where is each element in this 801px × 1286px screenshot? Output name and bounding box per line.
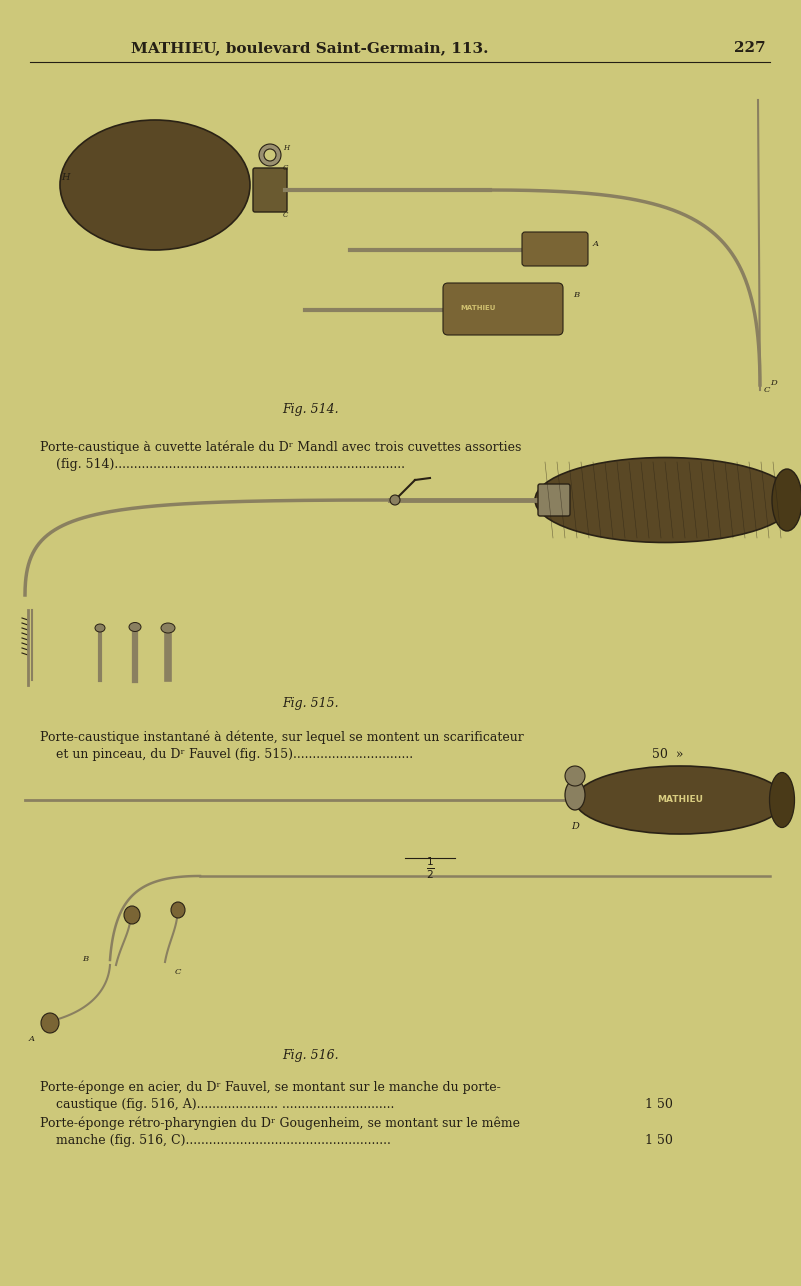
Text: manche (fig. 516, C).....................................................: manche (fig. 516, C)....................… [40, 1134, 391, 1147]
Text: C: C [283, 211, 288, 219]
Ellipse shape [124, 907, 140, 925]
FancyBboxPatch shape [253, 168, 287, 212]
Ellipse shape [535, 458, 795, 543]
Text: 227: 227 [735, 41, 766, 55]
FancyBboxPatch shape [443, 283, 563, 334]
Text: B: B [573, 291, 579, 300]
Text: MATHIEU: MATHIEU [460, 305, 495, 311]
Ellipse shape [259, 144, 281, 166]
Ellipse shape [565, 781, 585, 810]
Ellipse shape [770, 773, 795, 827]
Ellipse shape [171, 901, 185, 918]
Text: G: G [283, 165, 288, 172]
Text: D: D [770, 379, 777, 387]
Text: A: A [29, 1035, 35, 1043]
Text: caustique (fig. 516, A)..................... .............................: caustique (fig. 516, A).................… [40, 1098, 394, 1111]
Text: 25  »: 25 » [652, 458, 683, 471]
Text: $\frac{1}{2}$: $\frac{1}{2}$ [425, 855, 434, 881]
Text: Porte-éponge en acier, du Dʳ Fauvel, se montant sur le manche du porte-: Porte-éponge en acier, du Dʳ Fauvel, se … [40, 1080, 501, 1093]
Text: H: H [283, 144, 289, 152]
Ellipse shape [60, 120, 250, 249]
Ellipse shape [575, 766, 785, 835]
Text: C: C [764, 386, 771, 394]
Text: 1 50: 1 50 [645, 1098, 673, 1111]
FancyBboxPatch shape [538, 484, 570, 516]
Text: Fig. 515.: Fig. 515. [282, 697, 338, 710]
Ellipse shape [264, 149, 276, 161]
Text: MATHIEU: MATHIEU [657, 796, 703, 805]
FancyBboxPatch shape [522, 231, 588, 266]
Text: C: C [175, 968, 181, 976]
Text: Porte-caustique instantané à détente, sur lequel se montent un scarificateur: Porte-caustique instantané à détente, su… [40, 730, 524, 743]
Text: (fig. 514)......................................................................: (fig. 514)..............................… [40, 458, 405, 471]
Text: H: H [61, 174, 69, 183]
Text: Fig. 514.: Fig. 514. [282, 404, 338, 417]
Text: D: D [571, 822, 579, 831]
Circle shape [390, 495, 400, 505]
Ellipse shape [129, 622, 141, 631]
Text: A: A [593, 240, 599, 248]
Text: et un pinceau, du Dʳ Fauvel (fig. 515)...............................: et un pinceau, du Dʳ Fauvel (fig. 515)..… [40, 748, 413, 761]
Text: MATHIEU, boulevard Saint-Germain, 113.: MATHIEU, boulevard Saint-Germain, 113. [131, 41, 489, 55]
Ellipse shape [161, 622, 175, 633]
Ellipse shape [95, 624, 105, 631]
Text: Porte-caustique à cuvette latérale du Dʳ Mandl avec trois cuvettes assorties: Porte-caustique à cuvette latérale du Dʳ… [40, 440, 521, 454]
Text: Porte-éponge rétro-pharyngien du Dʳ Gougenheim, se montant sur le même: Porte-éponge rétro-pharyngien du Dʳ Goug… [40, 1116, 520, 1129]
Text: B: B [82, 955, 88, 963]
Ellipse shape [772, 469, 801, 531]
Text: 1 50: 1 50 [645, 1134, 673, 1147]
Circle shape [565, 766, 585, 786]
Ellipse shape [41, 1013, 59, 1033]
Text: 50  »: 50 » [652, 748, 683, 761]
Text: Fig. 516.: Fig. 516. [282, 1048, 338, 1061]
